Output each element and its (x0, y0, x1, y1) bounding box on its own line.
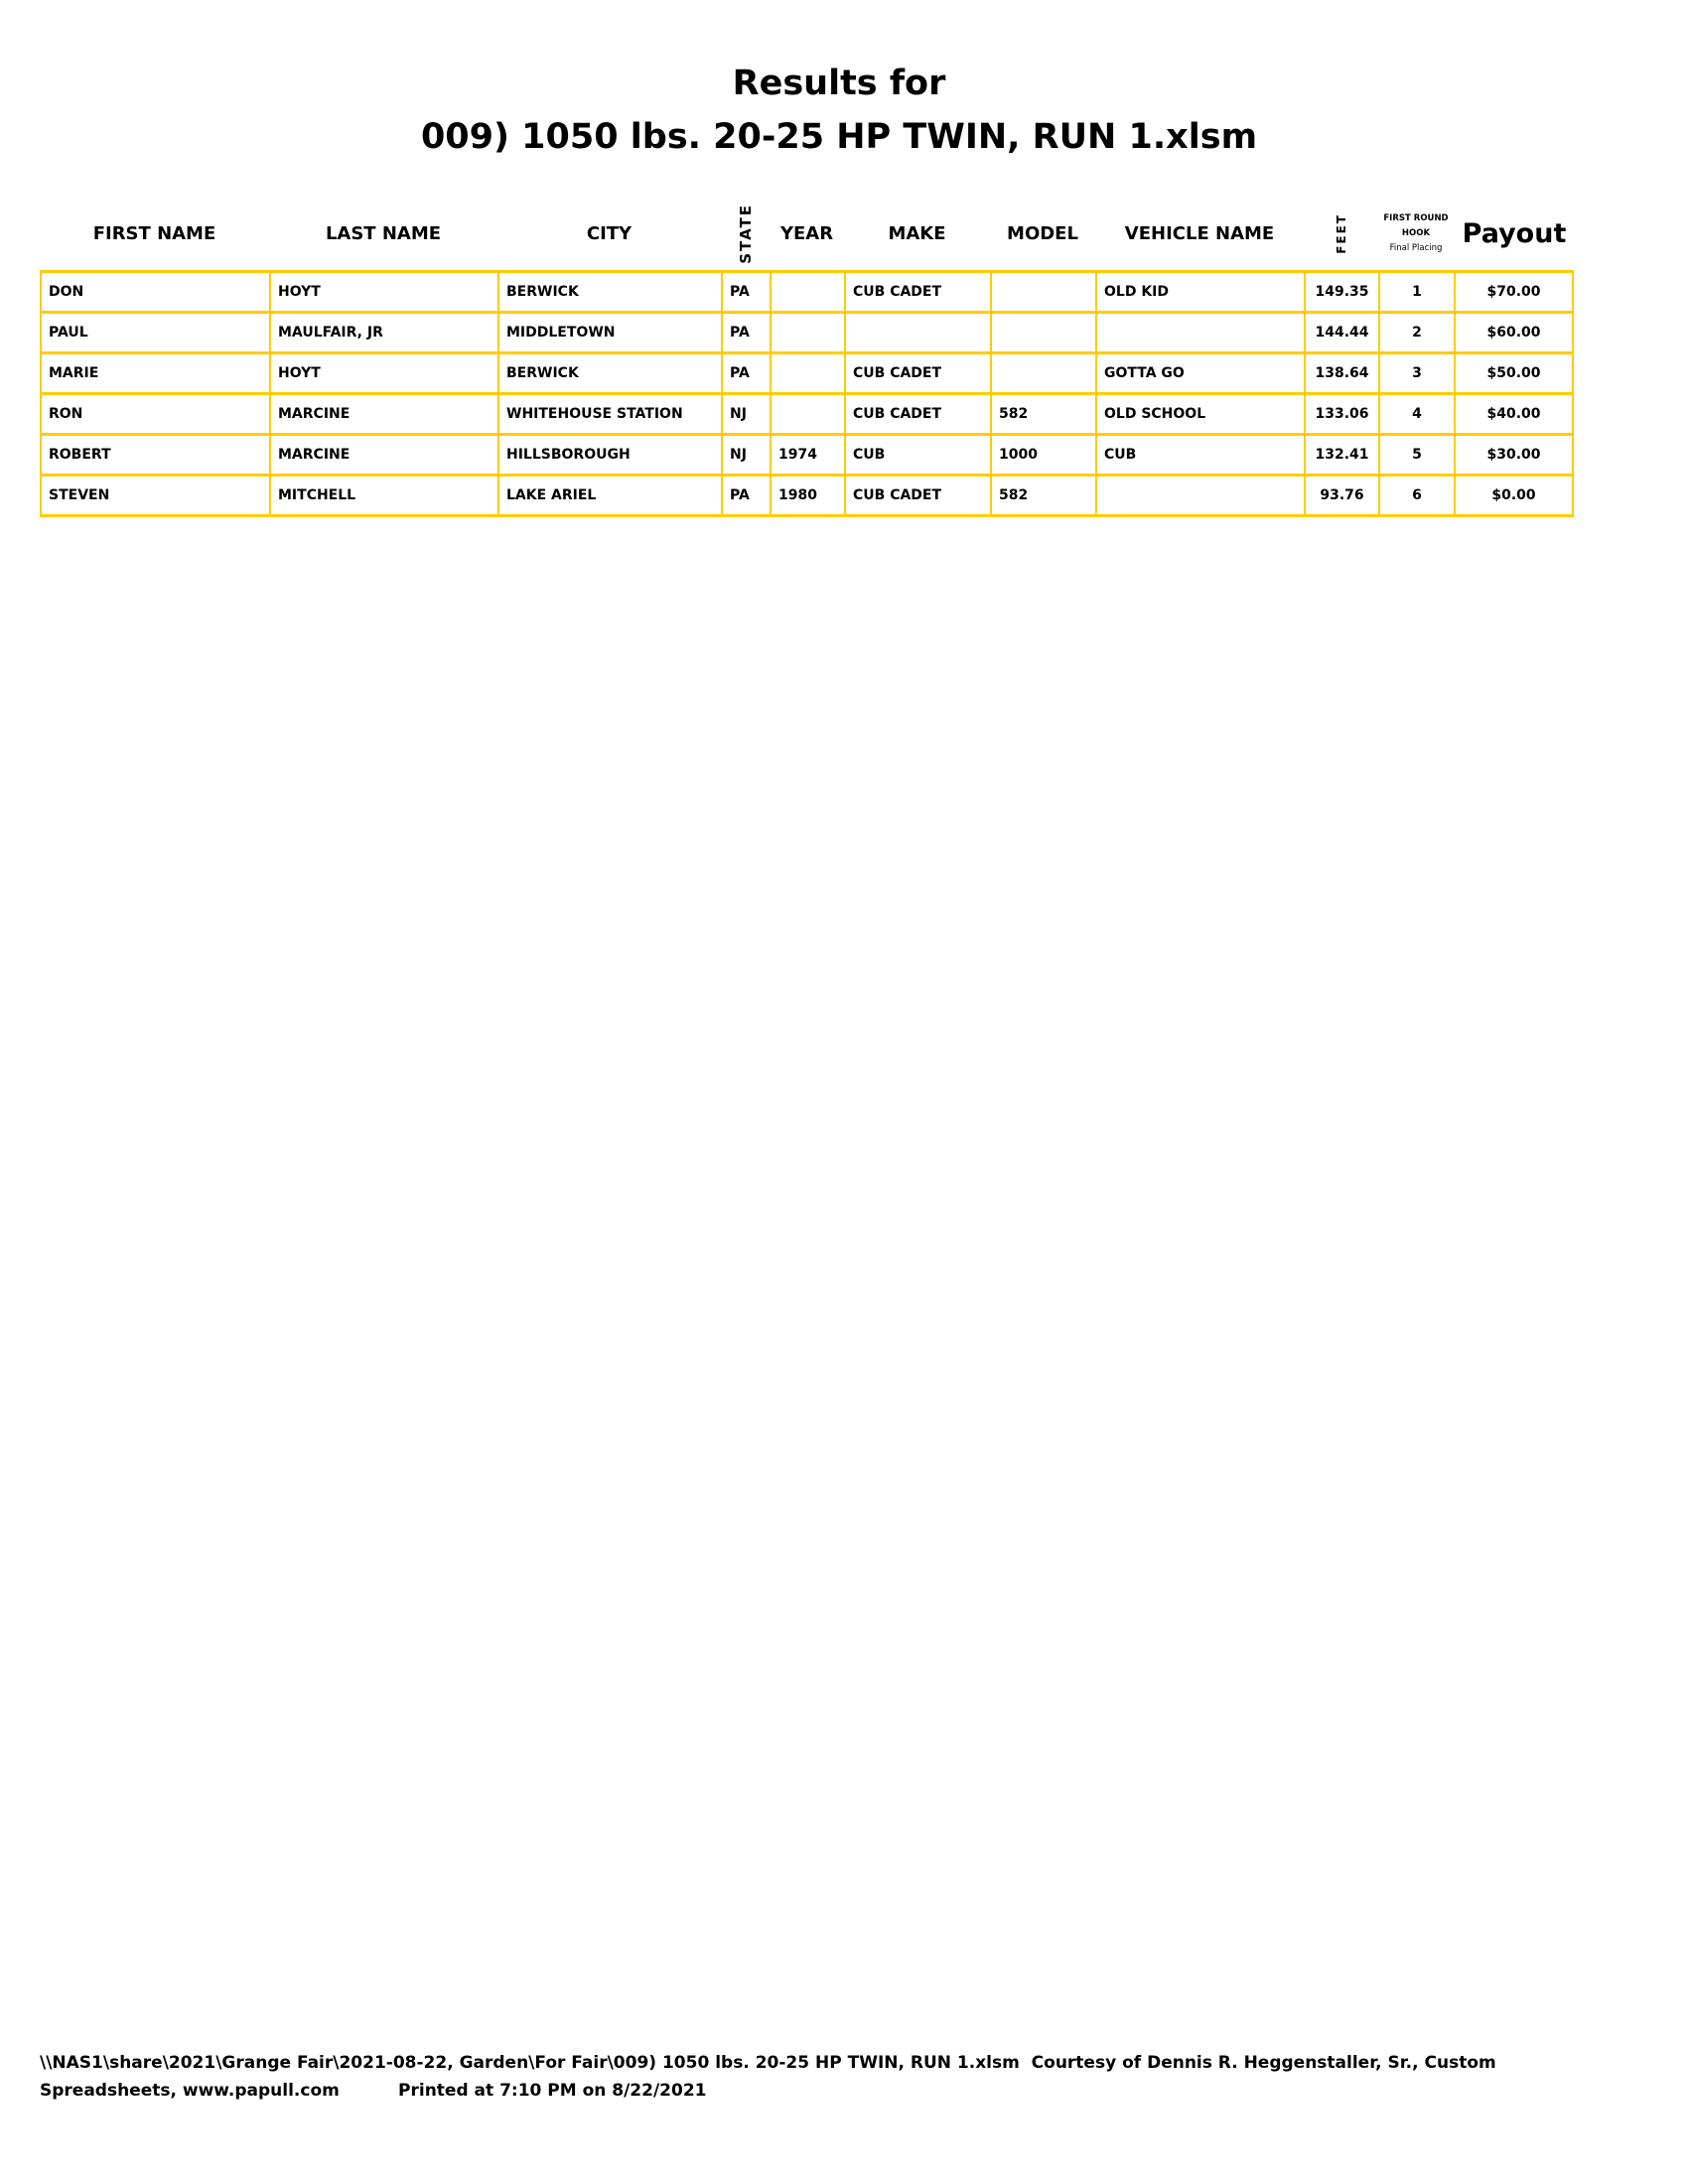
cell-payout: $60.00 (1454, 311, 1574, 354)
cell-first-name: DON (40, 270, 271, 314)
header-state: STATE (736, 203, 755, 264)
cell-vehicle-name: GOTTA GO (1095, 351, 1306, 395)
header-hook: FIRST ROUND HOOK Final Placing (1378, 199, 1454, 268)
cell-city: MIDDLETOWN (497, 311, 723, 354)
cell-year (770, 392, 846, 436)
cell-year (770, 311, 846, 354)
cell-state: NJ (721, 433, 772, 477)
cell-state: PA (721, 270, 772, 314)
cell-feet: 149.35 (1304, 270, 1380, 314)
table-row: STEVEN MITCHELL LAKE ARIEL PA 1980 CUB CADET 5… (40, 474, 1574, 517)
cell-placing: 6 (1378, 474, 1456, 517)
header-hook-line3: Final Placing (1389, 242, 1443, 253)
cell-placing: 5 (1378, 433, 1456, 477)
table-row: ROBERT MARCINE HILLSBOROUGH NJ 1974 CUB 1000 CU… (40, 433, 1574, 477)
cell-payout: $30.00 (1454, 433, 1574, 477)
cell-vehicle-name (1095, 311, 1306, 354)
title-line-1: Results for (732, 64, 946, 103)
cell-city: BERWICK (497, 351, 723, 395)
table-row: DON HOYT BERWICK PA CUB CADET OLD KID 149.35 1 $… (40, 270, 1574, 314)
header-city: CITY (586, 222, 633, 244)
header-hook-line1: FIRST ROUND (1383, 212, 1449, 223)
results-table: DON HOYT BERWICK PA CUB CADET OLD KID 149.35 1 $… (40, 270, 1574, 517)
cell-last-name: MITCHELL (269, 474, 499, 517)
cell-city: BERWICK (497, 270, 723, 314)
cell-payout: $50.00 (1454, 351, 1574, 395)
cell-placing: 2 (1378, 311, 1456, 354)
footer-line-1: \\NAS1\share\2021\Grange Fair\2021-08-22… (40, 2053, 1496, 2073)
cell-vehicle-name: CUB (1095, 433, 1306, 477)
cell-vehicle-name: OLD SCHOOL (1095, 392, 1306, 436)
cell-model: 1000 (990, 433, 1097, 477)
table-row: RON MARCINE WHITEHOUSE STATION NJ CUB CADET 5… (40, 392, 1574, 436)
cell-make (844, 311, 992, 354)
cell-payout: $0.00 (1454, 474, 1574, 517)
cell-year (770, 270, 846, 314)
cell-make: CUB CADET (844, 351, 992, 395)
cell-feet: 138.64 (1304, 351, 1380, 395)
cell-make: CUB CADET (844, 270, 992, 314)
cell-model (990, 311, 1097, 354)
header-model: MODEL (1007, 222, 1078, 244)
cell-first-name: PAUL (40, 311, 271, 354)
title-line-2: 009) 1050 lbs. 20-25 HP TWIN, RUN 1.xlsm (420, 117, 1258, 157)
cell-model: 582 (990, 474, 1097, 517)
cell-feet: 144.44 (1304, 311, 1380, 354)
header-payout: Payout (1462, 217, 1567, 249)
cell-placing: 1 (1378, 270, 1456, 314)
cell-first-name: RON (40, 392, 271, 436)
cell-model (990, 270, 1097, 314)
cell-last-name: HOYT (269, 270, 499, 314)
cell-payout: $40.00 (1454, 392, 1574, 436)
cell-last-name: MAULFAIR, JR (269, 311, 499, 354)
cell-model: 582 (990, 392, 1097, 436)
cell-city: WHITEHOUSE STATION (497, 392, 723, 436)
table-row: MARIE HOYT BERWICK PA CUB CADET GOTTA GO 138.6… (40, 351, 1574, 395)
cell-state: PA (721, 474, 772, 517)
cell-city: HILLSBOROUGH (497, 433, 723, 477)
cell-vehicle-name (1095, 474, 1306, 517)
header-last-name: LAST NAME (325, 222, 442, 244)
cell-first-name: ROBERT (40, 433, 271, 477)
cell-last-name: MARCINE (269, 433, 499, 477)
header-first-name: FIRST NAME (92, 222, 216, 244)
cell-feet: 93.76 (1304, 474, 1380, 517)
header-vehicle-name: VEHICLE NAME (1124, 222, 1275, 244)
cell-first-name: STEVEN (40, 474, 271, 517)
cell-feet: 133.06 (1304, 392, 1380, 436)
cell-state: PA (721, 351, 772, 395)
cell-model (990, 351, 1097, 395)
cell-placing: 3 (1378, 351, 1456, 395)
header-make: MAKE (888, 222, 946, 244)
cell-year: 1980 (770, 474, 846, 517)
cell-first-name: MARIE (40, 351, 271, 395)
cell-year (770, 351, 846, 395)
header-hook-line2: HOOK (1401, 227, 1431, 238)
cell-placing: 4 (1378, 392, 1456, 436)
cell-make: CUB CADET (844, 392, 992, 436)
cell-year: 1974 (770, 433, 846, 477)
cell-last-name: HOYT (269, 351, 499, 395)
table-row: PAUL MAULFAIR, JR MIDDLETOWN PA 144.44 2 $60.0… (40, 311, 1574, 354)
footer-line-2: Spreadsheets, www.papull.com Printed at … (40, 2081, 707, 2101)
cell-make: CUB (844, 433, 992, 477)
cell-state: NJ (721, 392, 772, 436)
cell-state: PA (721, 311, 772, 354)
footer: \\NAS1\share\2021\Grange Fair\2021-08-22… (40, 2049, 1496, 2105)
header-year: YEAR (779, 222, 834, 244)
header-feet: FEET (1334, 212, 1348, 254)
cell-city: LAKE ARIEL (497, 474, 723, 517)
cell-last-name: MARCINE (269, 392, 499, 436)
cell-payout: $70.00 (1454, 270, 1574, 314)
cell-make: CUB CADET (844, 474, 992, 517)
cell-vehicle-name: OLD KID (1095, 270, 1306, 314)
cell-feet: 132.41 (1304, 433, 1380, 477)
